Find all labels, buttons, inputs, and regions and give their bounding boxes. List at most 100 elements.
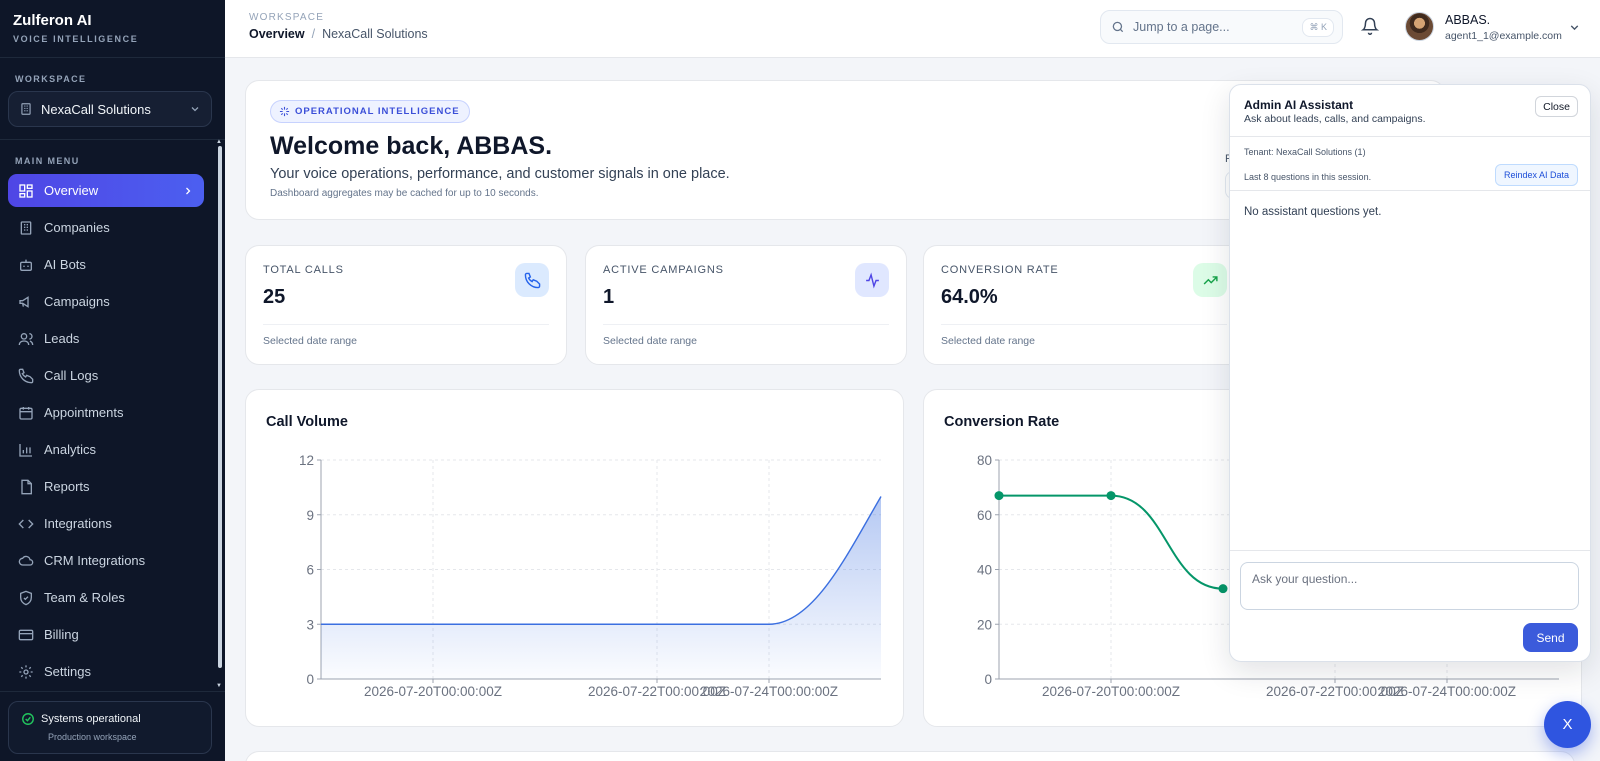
breadcrumb: Overview / NexaCall Solutions <box>249 27 428 41</box>
building-icon <box>20 220 32 235</box>
sidebar-item-integrations[interactable]: Integrations <box>8 507 204 540</box>
stat-value: 25 <box>263 286 286 308</box>
x-tick-label: 2026-07-20T00:00:00Z <box>364 684 502 699</box>
data-point[interactable] <box>994 491 1004 501</box>
bar-chart-icon <box>19 443 32 457</box>
stat-value: 1 <box>603 286 615 308</box>
main-nav: Overview Companies AI Bots Campaigns Lea… <box>8 174 204 692</box>
trending-up-icon <box>1193 263 1227 297</box>
y-tick-label: 6 <box>306 563 314 578</box>
users-icon <box>18 332 34 345</box>
sidebar-item-label: Overview <box>44 183 99 198</box>
sidebar-item-ai-bots[interactable]: AI Bots <box>8 248 204 281</box>
bot-icon <box>20 259 32 271</box>
search-placeholder: Jump to a page... <box>1133 20 1230 34</box>
file-icon <box>21 479 32 494</box>
x-tick-label: 2026-07-20T00:00:00Z <box>1042 684 1180 699</box>
code-icon <box>18 519 34 528</box>
calendar-icon <box>19 406 33 420</box>
shield-icon <box>20 590 32 605</box>
app-tagline: VOICE INTELLIGENCE <box>13 34 139 44</box>
avatar[interactable] <box>1405 12 1434 41</box>
breadcrumb-label: WORKSPACE <box>249 12 325 23</box>
stat-card-active-campaigns: ACTIVE CAMPAIGNS 1 Selected date range <box>585 245 907 365</box>
breadcrumb-workspace[interactable]: NexaCall Solutions <box>322 27 428 41</box>
next-section-card <box>245 751 1575 761</box>
chart-title: Call Volume <box>266 414 348 430</box>
assistant-title: Admin AI Assistant <box>1244 98 1354 112</box>
session-note: Last 8 questions in this session. <box>1244 172 1372 182</box>
notifications-button[interactable] <box>1360 17 1380 40</box>
cloud-icon <box>18 555 34 566</box>
x-tick-label: 2026-07-22T00:00:00Z <box>588 684 726 699</box>
sidebar-divider <box>0 139 225 140</box>
gear-icon <box>19 664 33 679</box>
x-tick-label: 2026-07-22T00:00:00Z <box>1266 684 1404 699</box>
status-badge: OPERATIONAL INTELLIGENCE <box>270 100 470 123</box>
y-tick-label: 3 <box>306 617 314 632</box>
sidebar-item-appointments[interactable]: Appointments <box>8 396 204 429</box>
question-input[interactable] <box>1240 562 1579 610</box>
stat-divider <box>941 324 1227 325</box>
sidebar-item-team-roles[interactable]: Team & Roles <box>8 581 204 614</box>
stat-divider <box>603 324 889 325</box>
phone-icon <box>515 263 549 297</box>
sidebar-item-billing[interactable]: Billing <box>8 618 204 651</box>
assistant-empty-state: No assistant questions yet. <box>1244 206 1382 218</box>
sidebar-divider <box>0 691 225 692</box>
stat-label: CONVERSION RATE <box>941 264 1059 276</box>
search-icon <box>1112 21 1124 33</box>
stat-footnote: Selected date range <box>603 335 697 347</box>
sidebar-item-overview[interactable]: Overview <box>8 174 204 207</box>
sidebar-item-companies[interactable]: Companies <box>8 211 204 244</box>
scroll-down-arrow[interactable]: ▼ <box>216 683 222 689</box>
close-button[interactable]: Close <box>1535 96 1578 117</box>
sidebar-item-crm-integrations[interactable]: CRM Integrations <box>8 544 204 577</box>
assistant-divider <box>1230 550 1590 551</box>
y-tick-label: 20 <box>977 617 992 632</box>
user-menu[interactable]: ABBAS. agent1_1@example.com <box>1445 13 1562 42</box>
topbar: WORKSPACE Overview / NexaCall Solutions … <box>225 0 1600 58</box>
stat-value: 64.0% <box>941 286 998 308</box>
sidebar: Zulferon AI VOICE INTELLIGENCE WORKSPACE… <box>0 0 225 761</box>
ai-assistant-panel: Admin AI Assistant Ask about leads, call… <box>1229 84 1591 662</box>
status-title: Systems operational <box>41 713 141 725</box>
assistant-toggle-button[interactable]: X <box>1544 701 1591 748</box>
data-point[interactable] <box>1106 491 1116 501</box>
brand: Zulferon AI VOICE INTELLIGENCE <box>13 12 138 44</box>
series-line <box>321 496 882 625</box>
send-button[interactable]: Send <box>1523 623 1578 652</box>
stat-divider <box>263 324 549 325</box>
reindex-button[interactable]: Reindex AI Data <box>1494 164 1578 186</box>
workspace-select[interactable]: NexaCall Solutions <box>8 91 212 127</box>
sidebar-item-settings[interactable]: Settings <box>8 655 204 688</box>
assistant-meta: Tenant: NexaCall Solutions (1) Last 8 qu… <box>1230 137 1590 191</box>
data-point[interactable] <box>1218 584 1228 594</box>
sparkle-icon <box>279 106 290 117</box>
sidebar-item-label: AI Bots <box>44 257 86 272</box>
scroll-up-arrow[interactable]: ▲ <box>216 139 222 145</box>
welcome-lead: Your voice operations, performance, and … <box>270 166 730 182</box>
check-circle-icon <box>22 713 34 725</box>
stat-footnote: Selected date range <box>941 335 1035 347</box>
search-input[interactable]: Jump to a page... ⌘ K <box>1100 10 1343 44</box>
y-tick-label: 80 <box>977 453 992 468</box>
sidebar-item-label: Reports <box>44 479 90 494</box>
sidebar-item-campaigns[interactable]: Campaigns <box>8 285 204 318</box>
search-shortcut: ⌘ K <box>1302 17 1334 37</box>
credit-card-icon <box>18 629 34 640</box>
sidebar-item-reports[interactable]: Reports <box>8 470 204 503</box>
sidebar-item-label: Integrations <box>44 516 112 531</box>
bell-icon <box>1360 17 1380 35</box>
building-icon <box>21 103 31 115</box>
sidebar-item-leads[interactable]: Leads <box>8 322 204 355</box>
x-tick-label: 2026-07-24T00:00:00Z <box>700 684 838 699</box>
chevron-down-icon[interactable] <box>1568 21 1581 34</box>
assistant-subtitle: Ask about leads, calls, and campaigns. <box>1244 113 1426 125</box>
sidebar-scrollbar[interactable] <box>218 146 222 668</box>
sidebar-item-call-logs[interactable]: Call Logs <box>8 359 204 392</box>
user-name: ABBAS. <box>1445 13 1491 27</box>
y-tick-label: 60 <box>977 508 992 523</box>
sidebar-item-analytics[interactable]: Analytics <box>8 433 204 466</box>
grid-icon <box>19 183 33 198</box>
